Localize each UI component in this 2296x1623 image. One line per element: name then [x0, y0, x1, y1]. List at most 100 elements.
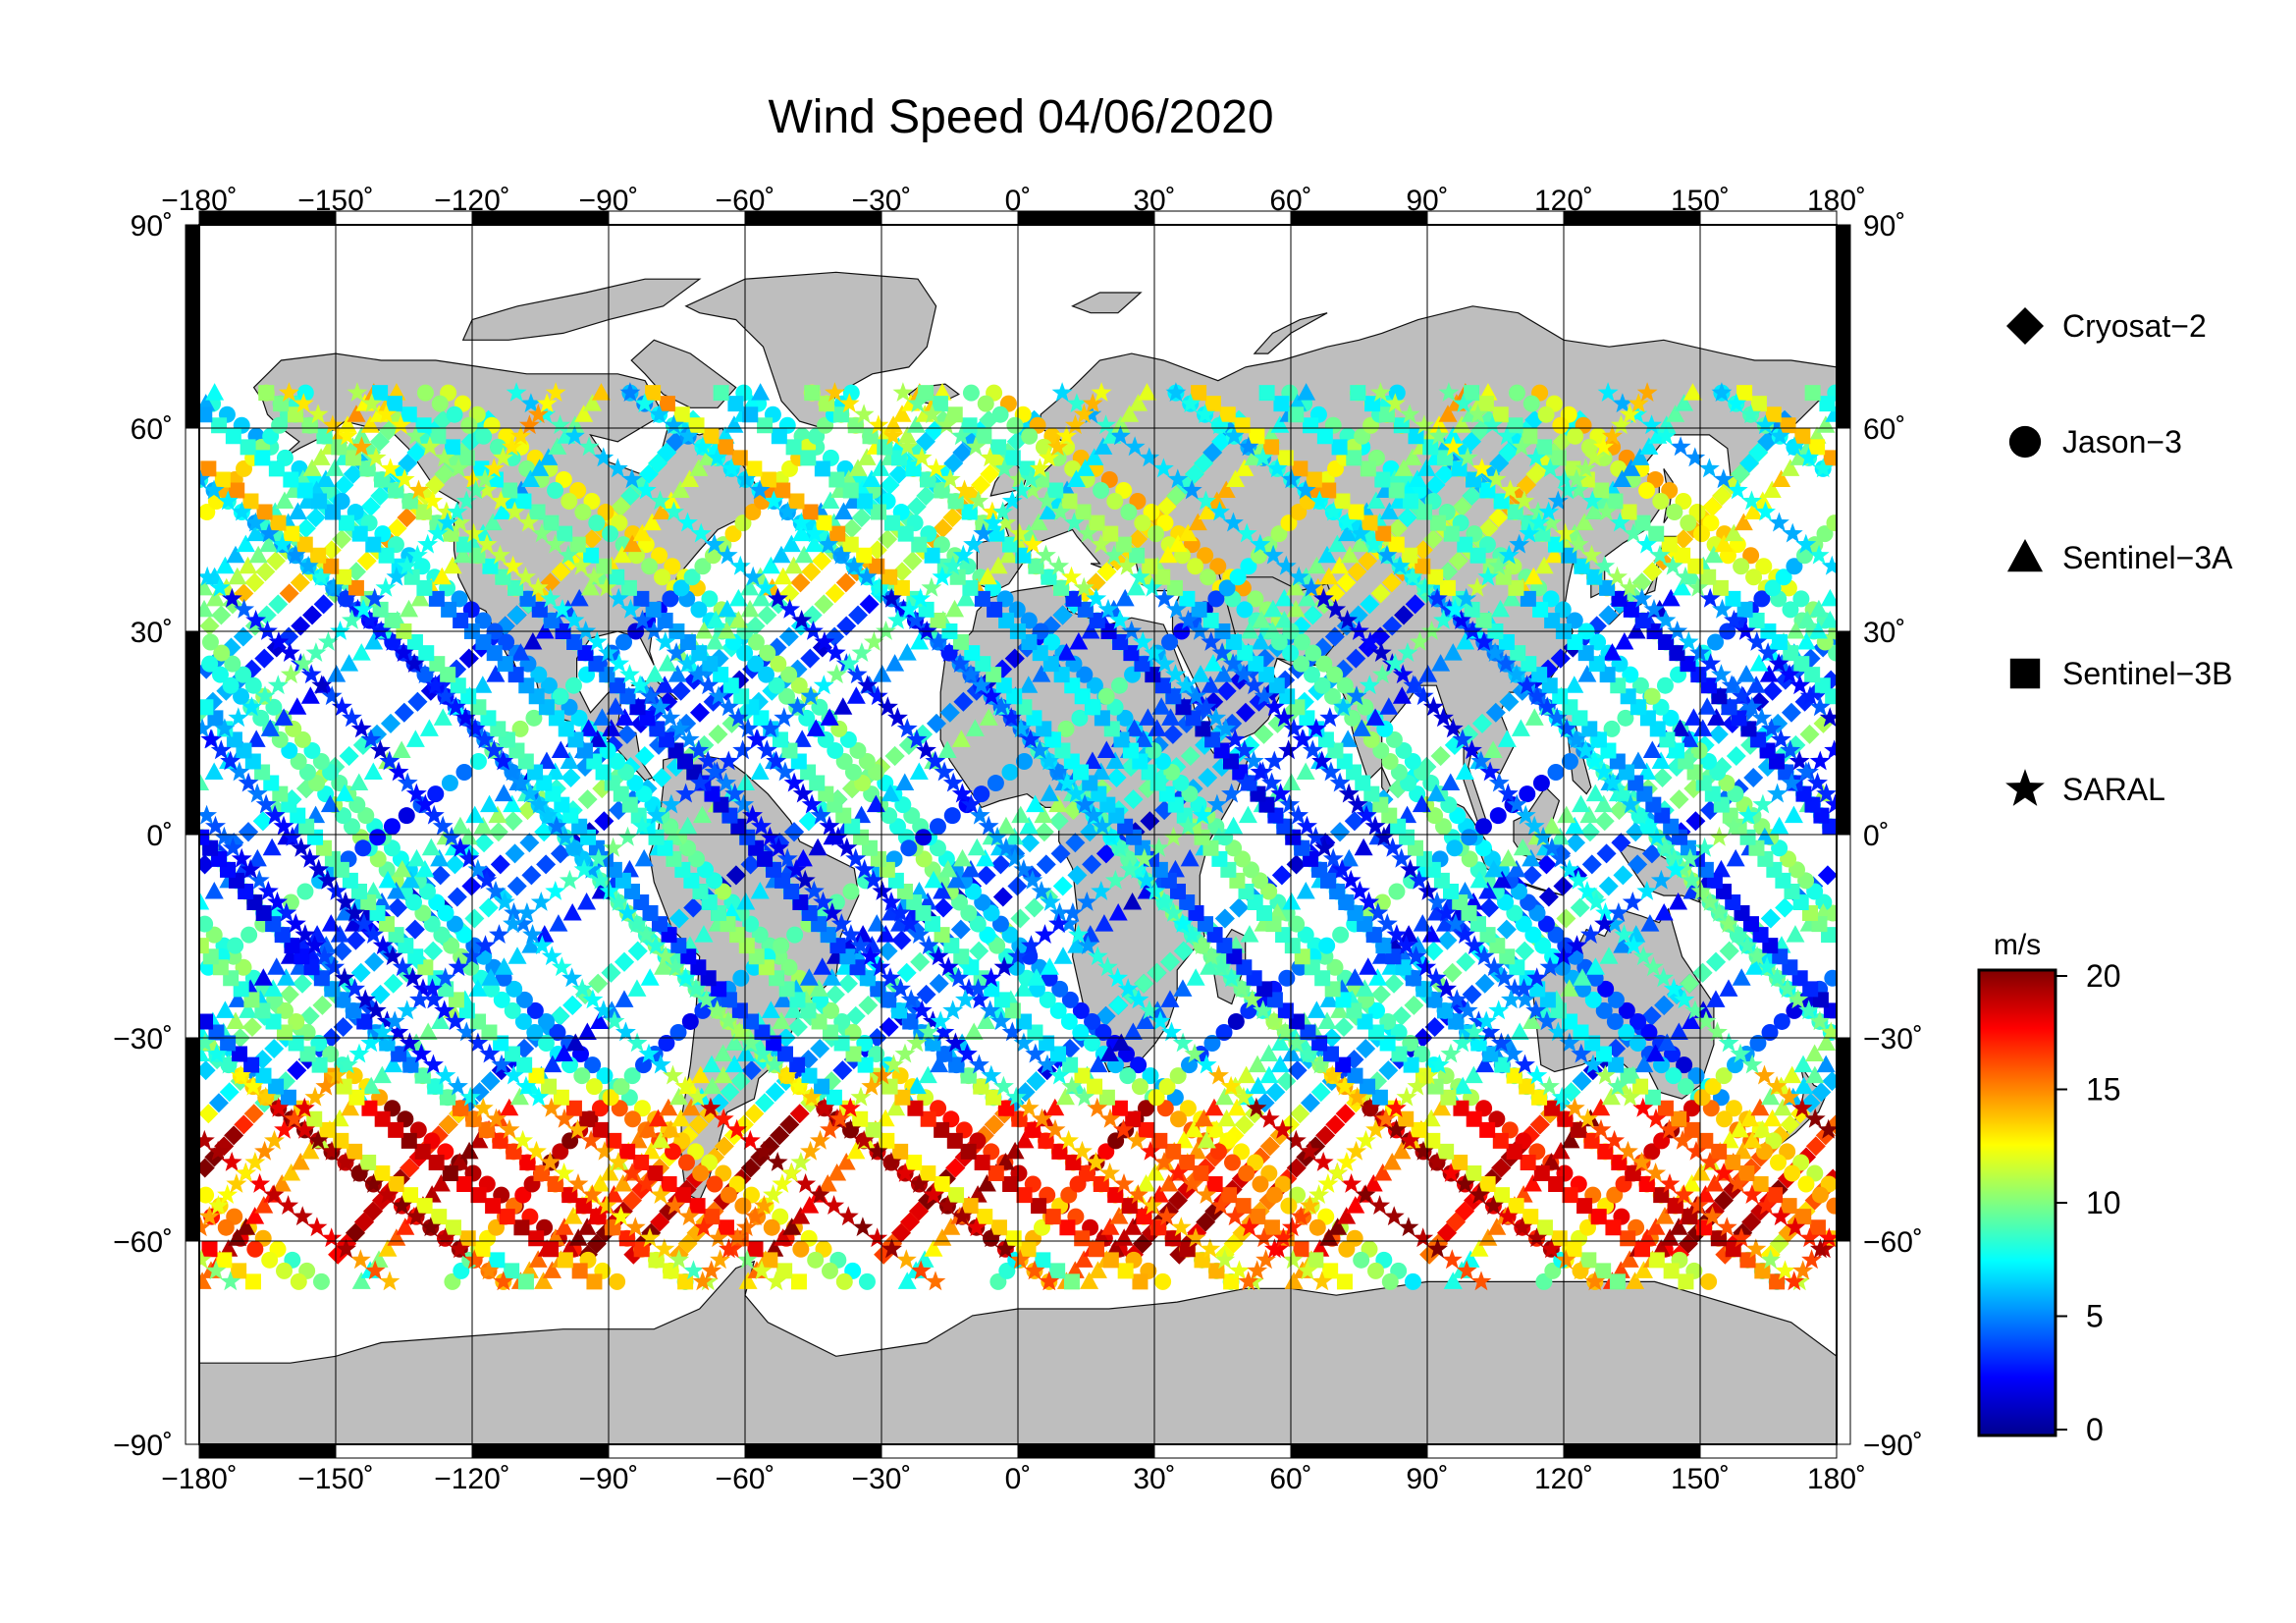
track-point [902, 551, 923, 571]
track-point [909, 1201, 930, 1221]
track-point [557, 525, 573, 542]
track-point [539, 448, 559, 465]
track-point [525, 709, 543, 727]
track-point [772, 1011, 791, 1029]
track-point [1131, 1078, 1148, 1096]
track-point [199, 599, 214, 618]
track-point [1425, 474, 1446, 495]
track-point [1404, 995, 1424, 1015]
track-point [268, 460, 285, 477]
track-point [1727, 1056, 1744, 1074]
track-point [858, 1272, 876, 1290]
track-point [1552, 416, 1570, 434]
track-point [1354, 838, 1373, 856]
track-point [1443, 643, 1463, 661]
track-point [1662, 709, 1680, 727]
track-point [1654, 995, 1675, 1015]
track-point [268, 594, 289, 615]
track-point [1227, 1012, 1245, 1030]
track-point [1544, 947, 1562, 965]
track-point [776, 1263, 793, 1279]
track-point [456, 1176, 473, 1193]
track-point [321, 914, 341, 932]
track-point [234, 1114, 254, 1135]
track-point [1370, 583, 1391, 604]
track-point [801, 562, 822, 582]
track-point [851, 508, 872, 528]
track-point [1550, 648, 1571, 669]
track-point [407, 691, 428, 712]
track-point [1355, 979, 1374, 997]
track-point [1293, 655, 1310, 673]
track-point [943, 453, 964, 473]
track-point [1711, 1143, 1728, 1160]
track-point [1522, 1011, 1541, 1029]
track-point [226, 545, 245, 564]
track-point [1339, 848, 1359, 867]
track-point [1388, 482, 1405, 499]
track-point [252, 811, 273, 832]
track-point [1324, 687, 1342, 705]
track-point [757, 666, 774, 683]
track-point [1021, 947, 1039, 965]
track-point [415, 417, 432, 434]
track-point [1052, 876, 1073, 896]
track-point [1345, 968, 1364, 986]
track-point [976, 848, 995, 867]
track-point [662, 491, 681, 510]
track-point [611, 497, 631, 517]
track-point [1441, 773, 1461, 791]
track-point [445, 854, 465, 875]
track-point [502, 482, 518, 499]
track-point [294, 730, 311, 748]
track-point [1522, 395, 1540, 412]
track-point [1221, 1187, 1238, 1204]
track-point [1437, 1222, 1458, 1243]
track-point [1641, 1005, 1662, 1026]
track-point [642, 513, 662, 531]
track-point [1765, 406, 1782, 423]
track-point [1763, 1109, 1783, 1127]
track-point [1627, 925, 1646, 943]
track-point [1237, 1065, 1256, 1084]
track-point [670, 680, 691, 701]
track-point [1796, 632, 1816, 650]
track-point [347, 1143, 363, 1160]
track-point [786, 926, 804, 944]
track-point [635, 1056, 653, 1074]
track-point [1251, 632, 1270, 650]
track-point [1179, 1154, 1196, 1170]
track-point [1180, 848, 1200, 867]
track-point [1432, 1098, 1452, 1116]
track-point [1547, 926, 1565, 944]
track-point [430, 865, 451, 886]
track-point [992, 887, 1013, 907]
track-point [1200, 957, 1219, 975]
track-point [979, 926, 996, 944]
track-point [354, 839, 372, 857]
track-point [1648, 525, 1665, 542]
track-point [1130, 1056, 1148, 1074]
track-point [1197, 1130, 1216, 1149]
track-point [1108, 995, 1129, 1015]
track-point [565, 1033, 585, 1052]
track-point [1270, 1033, 1290, 1052]
track-point [427, 785, 445, 803]
track-point [455, 764, 473, 782]
track-point [327, 665, 347, 682]
track-point [1607, 493, 1624, 510]
track-point [1743, 502, 1763, 520]
track-point [794, 545, 814, 564]
track-point [392, 740, 411, 758]
track-point [465, 937, 483, 954]
track-point [1745, 957, 1765, 975]
track-point [1475, 1055, 1495, 1073]
track-point [227, 937, 244, 954]
track-point [1423, 529, 1444, 550]
track-point [442, 1165, 458, 1181]
track-point [1356, 1039, 1376, 1059]
track-point [1158, 1078, 1176, 1096]
track-point [720, 1186, 737, 1204]
track-point [678, 816, 698, 835]
track-point [613, 545, 632, 564]
